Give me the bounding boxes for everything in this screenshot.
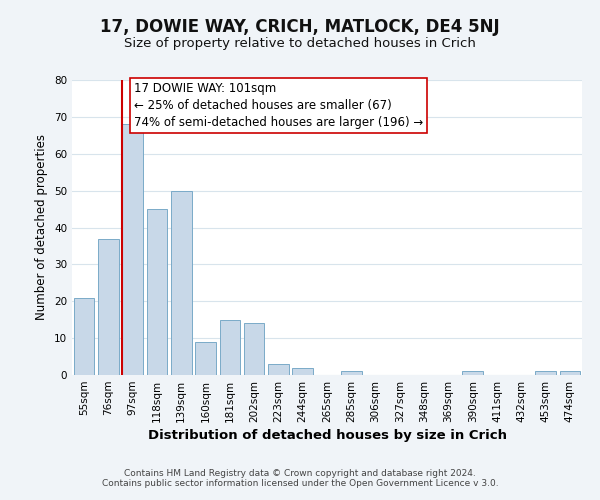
Bar xyxy=(560,372,580,375)
Bar xyxy=(535,372,556,375)
Text: 17 DOWIE WAY: 101sqm
← 25% of detached houses are smaller (67)
74% of semi-detac: 17 DOWIE WAY: 101sqm ← 25% of detached h… xyxy=(134,82,423,129)
X-axis label: Distribution of detached houses by size in Crich: Distribution of detached houses by size … xyxy=(148,429,506,442)
Bar xyxy=(74,298,94,375)
Text: 17, DOWIE WAY, CRICH, MATLOCK, DE4 5NJ: 17, DOWIE WAY, CRICH, MATLOCK, DE4 5NJ xyxy=(100,18,500,36)
Bar xyxy=(220,320,240,375)
Bar xyxy=(268,364,289,375)
Bar xyxy=(341,372,362,375)
Bar xyxy=(463,372,483,375)
Y-axis label: Number of detached properties: Number of detached properties xyxy=(35,134,49,320)
Bar xyxy=(244,324,265,375)
Bar xyxy=(146,209,167,375)
Text: Contains HM Land Registry data © Crown copyright and database right 2024.: Contains HM Land Registry data © Crown c… xyxy=(124,468,476,477)
Bar xyxy=(195,342,216,375)
Bar xyxy=(292,368,313,375)
Bar xyxy=(98,238,119,375)
Bar xyxy=(122,124,143,375)
Bar xyxy=(171,190,191,375)
Text: Contains public sector information licensed under the Open Government Licence v : Contains public sector information licen… xyxy=(101,478,499,488)
Text: Size of property relative to detached houses in Crich: Size of property relative to detached ho… xyxy=(124,38,476,51)
